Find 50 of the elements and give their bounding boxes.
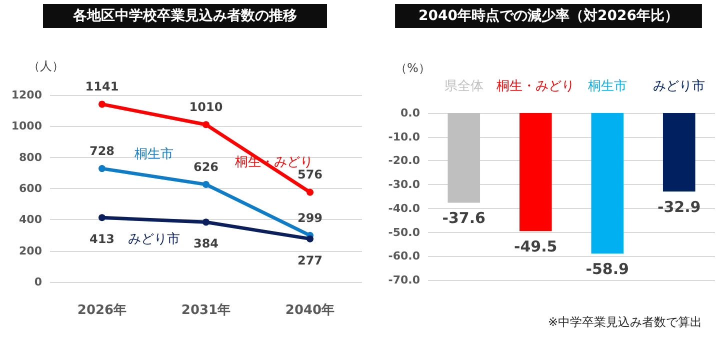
point — [202, 180, 210, 188]
y-tick-label: -30.0 — [388, 178, 420, 192]
data-label: 1141 — [85, 80, 119, 94]
data-label: 413 — [89, 232, 115, 246]
x-tick-label: 2040年 — [285, 303, 335, 318]
data-label: 728 — [89, 144, 115, 158]
data-label: 384 — [193, 236, 219, 251]
data-label: 1010 — [189, 100, 223, 114]
y-tick-label: -70.0 — [388, 274, 420, 286]
series-label: 桐生市 — [134, 147, 174, 162]
chart-title: 各地区中学校卒業見込み者数の推移 — [72, 7, 297, 24]
point — [306, 235, 314, 242]
y-tick-label: -40.0 — [388, 202, 420, 215]
y-tick-label: 400 — [19, 213, 42, 226]
data-label: 626 — [193, 160, 219, 174]
y-tick-label: 200 — [19, 244, 42, 258]
y-axis-title: （人） — [28, 59, 64, 73]
point — [98, 214, 106, 222]
x-tick-label: 2026年 — [77, 303, 127, 318]
y-tick-label: 0 — [34, 276, 42, 288]
y-axis-title: （%） — [395, 61, 430, 75]
point — [98, 100, 106, 108]
series-label: みどり市 — [128, 232, 180, 248]
y-tick-label: 800 — [19, 150, 42, 164]
y-tick-label: 0.0 — [400, 106, 420, 120]
data-label: -37.6 — [442, 209, 486, 228]
data-label: -49.5 — [514, 238, 558, 256]
x-tick-label: 桐生市 — [586, 79, 627, 94]
y-tick-label: -20.0 — [388, 154, 420, 168]
y-tick-label: -60.0 — [388, 250, 420, 263]
point — [306, 188, 314, 196]
data-label: 277 — [297, 253, 323, 268]
y-tick-label: 1200 — [11, 88, 42, 102]
point — [202, 121, 210, 128]
data-label: -32.9 — [658, 198, 701, 216]
x-tick-label: 桐生・みどり — [496, 79, 575, 94]
point — [202, 218, 210, 226]
x-tick-label: 2031年 — [181, 303, 231, 318]
y-tick-label: -10.0 — [388, 130, 420, 144]
y-tick-label: 1000 — [11, 120, 42, 133]
data-label: 299 — [297, 210, 323, 225]
x-tick-label: 県全体 — [444, 79, 484, 94]
chart-title: 2040年時点での減少率（対2026年比） — [418, 7, 678, 24]
text: ※中学卒業見込み者数で算出 — [548, 315, 702, 329]
x-tick-label: みどり市 — [653, 79, 706, 94]
y-tick-label: -50.0 — [388, 226, 420, 239]
data-label: 576 — [297, 168, 323, 182]
y-tick-label: 600 — [19, 182, 42, 195]
point — [98, 165, 106, 172]
data-label: -58.9 — [586, 260, 629, 278]
